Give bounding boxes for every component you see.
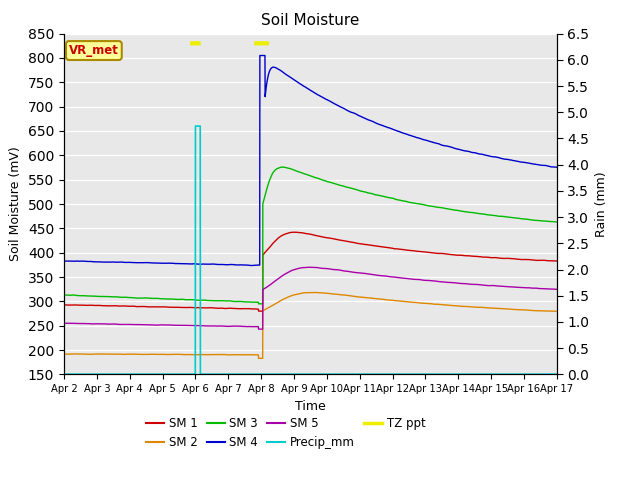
Title: Soil Moisture: Soil Moisture bbox=[261, 13, 360, 28]
Y-axis label: Rain (mm): Rain (mm) bbox=[595, 171, 608, 237]
Legend: SM 1, SM 2, SM 3, SM 4, SM 5, Precip_mm, TZ ppt: SM 1, SM 2, SM 3, SM 4, SM 5, Precip_mm,… bbox=[141, 412, 430, 454]
Y-axis label: Soil Moisture (mV): Soil Moisture (mV) bbox=[10, 146, 22, 262]
Text: VR_met: VR_met bbox=[69, 44, 119, 57]
X-axis label: Time: Time bbox=[295, 400, 326, 413]
